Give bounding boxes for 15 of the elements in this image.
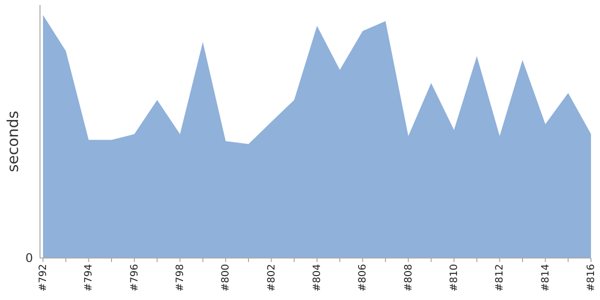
x-tick-label: #816 — [586, 264, 597, 292]
y-axis-title: seconds — [4, 110, 22, 172]
x-tick-label: #808 — [403, 264, 414, 292]
x-tick-label: #802 — [266, 264, 278, 292]
x-tick-label: #798 — [175, 264, 186, 292]
x-tick-label: #804 — [312, 264, 323, 292]
x-tick-label: #810 — [449, 264, 460, 292]
x-tick-label: #794 — [84, 264, 95, 292]
text: 0 — [25, 251, 33, 265]
x-tick-label: #812 — [494, 264, 506, 292]
x-tick-label: #806 — [358, 264, 369, 292]
x-tick-label: #796 — [129, 264, 140, 292]
x-tick-label: #792 — [38, 264, 49, 292]
x-tick-label: #800 — [220, 264, 232, 292]
x-tick-label: #814 — [540, 264, 552, 292]
